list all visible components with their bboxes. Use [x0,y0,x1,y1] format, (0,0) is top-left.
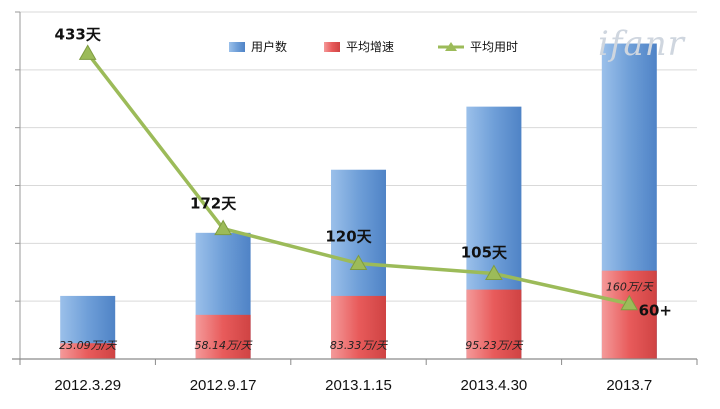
speed-label: 160万/天 [606,281,654,294]
x-axis: 2012.3.29 2012.9.17 2013.1.15 2013.4.30 2013… [12,358,698,394]
line-marker [620,294,639,311]
time-label: 105天 [461,244,508,262]
x-tick-label: 2013.7 [606,377,652,394]
line-marker [349,254,368,270]
data-labels: 23.09万/天 58.14万/天 83.33万/天 95.23万/天 160万/天 43… [55,25,672,352]
bar-avg-speed [60,343,116,359]
legend-label: 平均用时 [470,40,518,54]
speed-label: 83.33万/天 [330,339,388,352]
line-marker [78,44,97,60]
legend-swatch [324,42,340,52]
bar-avg-speed [195,314,251,359]
time-label: 172天 [190,195,237,213]
watermark-logo: ifanr [598,24,685,64]
line-series [78,44,639,311]
x-tick-label: 2012.9.17 [190,377,257,394]
speed-label: 58.14万/天 [194,339,252,352]
legend-label: 平均增速 [346,40,394,54]
legend-swatch [229,42,245,52]
x-tick-label: 2013.4.30 [461,377,528,394]
x-tick-label: 2012.3.29 [54,377,121,394]
legend-label: 用户数 [251,39,287,54]
bar-series [60,43,657,360]
bar-avg-speed [601,270,657,359]
legend: 用户数 平均增速 平均用时 [229,39,518,54]
time-label: 433天 [55,25,102,43]
bar-avg-speed [331,295,386,359]
time-label: 60+ [639,302,672,320]
line-marker [214,219,232,236]
line-marker [485,264,503,281]
speed-label: 23.09万/天 [59,339,117,352]
legend-marker [445,42,457,51]
x-tick-label: 2013.1.15 [325,377,392,394]
time-label: 120天 [325,227,372,245]
speed-label: 95.23万/天 [465,339,523,352]
bar-avg-speed [466,289,522,359]
